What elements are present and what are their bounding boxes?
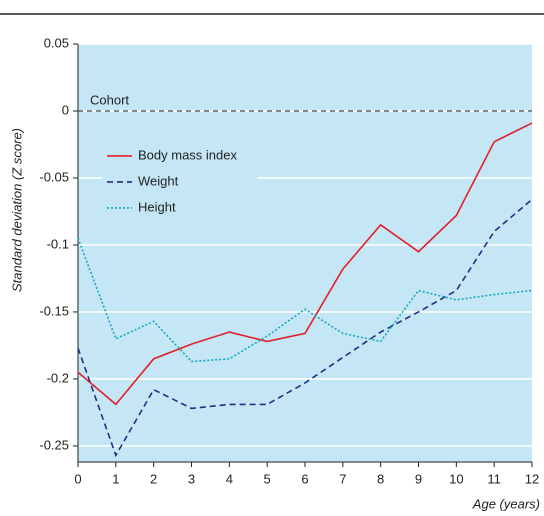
x-tick-label: 7 (339, 471, 346, 486)
plot-area (78, 44, 532, 462)
x-tick-label: 4 (226, 471, 233, 486)
x-tick-label: 3 (188, 471, 195, 486)
y-tick-label: 0 (62, 102, 69, 117)
legend-box (102, 135, 257, 226)
y-tick-label: -0.25 (39, 437, 69, 452)
y-tick-label: 0.05 (44, 35, 69, 50)
x-axis-label: Age (years) (472, 496, 540, 511)
y-tick-label: -0.2 (47, 370, 69, 385)
x-tick-label: 9 (415, 471, 422, 486)
x-tick-label: 5 (264, 471, 271, 486)
x-tick-label: 1 (112, 471, 119, 486)
legend-label: Height (138, 199, 176, 214)
series-line (77, 122, 533, 406)
x-tick-label: 12 (525, 471, 539, 486)
x-tick-label: 6 (301, 471, 308, 486)
y-axis-label: Standard deviation (Z score) (9, 128, 24, 292)
y-tick-label: -0.05 (39, 169, 69, 184)
series-line (77, 198, 533, 458)
legend-label: Body mass index (138, 147, 237, 162)
reference-label: Cohort (90, 92, 129, 107)
x-tick-label: 10 (449, 471, 463, 486)
legend-label: Weight (138, 173, 179, 188)
x-tick-label: 0 (74, 471, 81, 486)
x-tick-label: 11 (487, 471, 501, 486)
x-tick-label: 8 (377, 471, 384, 486)
x-tick-label: 2 (150, 471, 157, 486)
series-line (77, 237, 533, 363)
y-tick-label: -0.15 (39, 303, 69, 318)
y-tick-label: -0.1 (47, 236, 69, 251)
